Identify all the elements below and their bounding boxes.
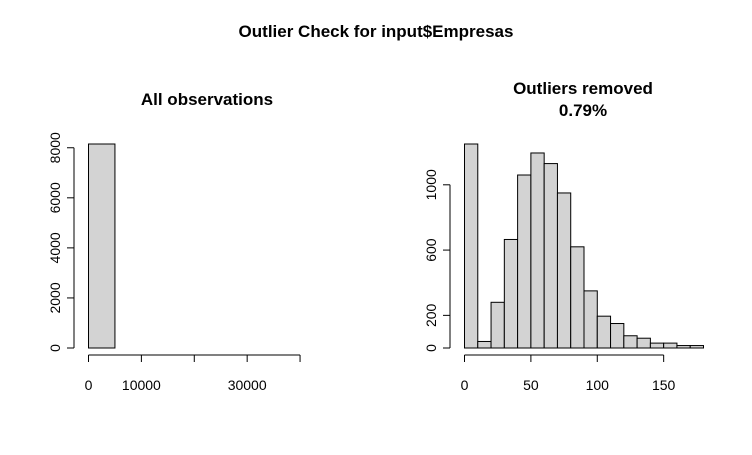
histogram-bar-outliers-removed-10 — [596, 315, 612, 349]
x-tick-label-outliers-removed-2: 100 — [586, 377, 610, 393]
y-tick-label-all-observations-1: 2000 — [47, 282, 63, 313]
bars-outliers-removed — [464, 143, 705, 349]
y-tick-label-all-observations-3: 6000 — [47, 182, 63, 213]
histogram-bar-outliers-removed-15 — [663, 342, 678, 349]
panel-title-all-observations: All observations — [141, 90, 273, 109]
x-tick-label-all-observations-3: 30000 — [228, 377, 267, 393]
histogram-bar-outliers-removed-1 — [477, 340, 492, 349]
y-tick-label-outliers-removed-3: 1000 — [423, 169, 439, 200]
y-tick-label-outliers-removed-2: 600 — [423, 238, 439, 262]
y-axis-all-observations: 0 2000 4000 6000 8000 — [47, 132, 75, 352]
histogram-bar-outliers-removed-11 — [610, 323, 625, 349]
panel-title-outliers-removed: Outliers removed — [513, 79, 653, 98]
y-axis-outliers-removed: 0 200 600 1000 — [423, 169, 451, 352]
histogram-bar-outliers-removed-4 — [517, 174, 532, 349]
histogram-bar-outliers-removed-7 — [556, 192, 572, 349]
figure-title: Outlier Check for input$Empresas — [239, 22, 514, 41]
x-axis-all-observations: 0 10000 30000 — [85, 354, 301, 393]
histogram-bar-outliers-removed-17 — [689, 345, 705, 349]
y-tick-label-all-observations-4: 8000 — [47, 132, 63, 163]
bars-all-observations — [88, 143, 116, 349]
y-tick-label-outliers-removed-1: 200 — [423, 303, 439, 327]
x-tick-label-outliers-removed-0: 0 — [461, 377, 469, 393]
y-tick-label-all-observations-0: 0 — [47, 344, 63, 352]
x-tick-label-outliers-removed-1: 50 — [523, 377, 539, 393]
y-tick-label-all-observations-2: 4000 — [47, 232, 63, 263]
histogram-bar-outliers-removed-12 — [623, 335, 638, 349]
histogram-bar-outliers-removed-3 — [503, 238, 519, 349]
histogram-bar-outliers-removed-2 — [490, 301, 505, 349]
histogram-outliers-removed: Outliers removed 0.79% 0 50 100 150 0 200 600… — [423, 79, 705, 393]
histogram-bar-outliers-removed-9 — [583, 290, 598, 349]
histogram-bar-outliers-removed-13 — [636, 337, 651, 349]
histogram-bar-outliers-removed-14 — [649, 342, 665, 349]
x-tick-label-all-observations-0: 0 — [85, 377, 93, 393]
y-tick-label-outliers-removed-0: 0 — [423, 344, 439, 352]
histogram-bar-outliers-removed-6 — [543, 163, 558, 349]
histogram-bar-outliers-removed-0 — [464, 143, 479, 349]
histogram-all-observations: All observations 0 10000 30000 0 2000 4000 60… — [47, 90, 301, 393]
x-axis-outliers-removed: 0 50 100 150 — [461, 354, 676, 393]
panel-subtitle-outlier-percent: 0.79% — [559, 101, 607, 120]
histogram-bar-outliers-removed-16 — [676, 345, 691, 349]
histogram-bar-outliers-removed-8 — [570, 246, 585, 349]
x-tick-label-all-observations-1: 10000 — [122, 377, 161, 393]
x-tick-label-outliers-removed-3: 150 — [652, 377, 676, 393]
histogram-bar-all-observations-0 — [88, 143, 116, 349]
histogram-bar-outliers-removed-5 — [530, 152, 545, 349]
